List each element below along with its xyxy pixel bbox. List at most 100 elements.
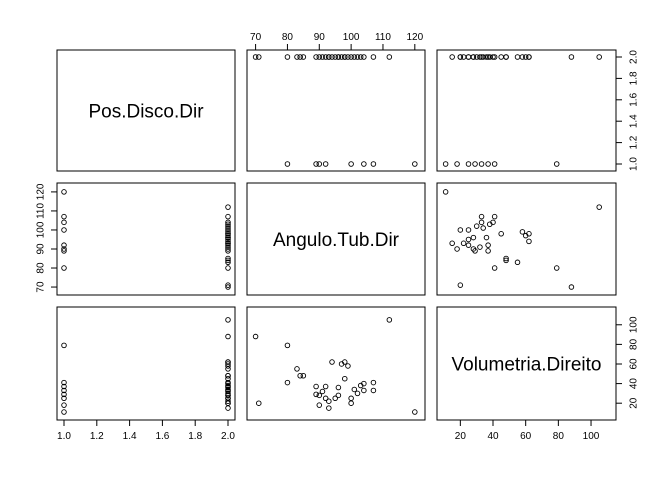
data-point (348, 54, 354, 60)
data-point (491, 161, 498, 167)
data-point (225, 227, 231, 233)
data-point (354, 390, 361, 397)
data-point (61, 227, 67, 233)
data-point (297, 54, 303, 60)
variable-label: Angulo.Tub.Dir (273, 230, 400, 251)
data-point (465, 54, 472, 60)
data-point (345, 54, 351, 60)
data-point (342, 375, 348, 382)
data-point (300, 373, 307, 379)
panel-frame (436, 49, 617, 172)
data-point (225, 382, 231, 389)
data-point (225, 238, 231, 245)
data-point (477, 244, 483, 250)
axis-right-0: 1.0 1.2 1.4 1.6 1.8 2.0 (615, 50, 640, 171)
data-point (348, 400, 354, 406)
data-point (386, 54, 393, 60)
data-point (313, 161, 319, 167)
matrix-axes: 70 80 90 100 110 120 1.0 1.2 1.4 1.6 1.8 2.0 70 80 90 1… (36, 32, 640, 442)
tick-label: 110 (375, 32, 391, 43)
tick-label: 1.0 (57, 431, 71, 442)
tick-label: 80 (282, 32, 294, 43)
data-point (61, 387, 67, 394)
data-point (252, 54, 259, 60)
data-point (332, 395, 338, 402)
panel-1-0 (56, 182, 236, 296)
data-point (470, 234, 477, 241)
data-point (335, 392, 342, 399)
data-point (225, 248, 231, 254)
data-point (61, 395, 67, 402)
data-point (361, 387, 367, 394)
panel-2-2: Volumetria.Direito (436, 306, 617, 421)
data-point (329, 54, 335, 60)
data-point (225, 265, 231, 271)
data-point (225, 257, 231, 264)
data-point (486, 221, 493, 227)
data-point (491, 213, 498, 220)
data-point (284, 342, 291, 349)
data-point (370, 54, 377, 60)
data-point (316, 54, 323, 60)
data-point (351, 386, 358, 393)
data-point (526, 231, 532, 237)
data-point (61, 402, 67, 408)
data-point (225, 223, 231, 229)
data-point (225, 400, 231, 406)
data-point (351, 54, 358, 60)
data-point (313, 391, 319, 398)
data-point (322, 395, 329, 402)
data-point (519, 229, 526, 235)
data-point (326, 54, 332, 60)
data-point (478, 219, 485, 226)
data-point (319, 54, 326, 60)
data-point (478, 54, 485, 60)
data-point (361, 161, 367, 167)
data-point (480, 225, 486, 231)
data-point (252, 333, 259, 340)
data-point (449, 54, 455, 60)
data-point (225, 361, 231, 367)
data-point (61, 189, 67, 195)
data-point (61, 265, 67, 271)
panel-frame (56, 182, 236, 296)
data-point (485, 248, 491, 254)
data-point (386, 317, 393, 323)
data-point (335, 54, 342, 60)
data-point (519, 54, 526, 60)
tick-label: 70 (250, 32, 262, 43)
data-point (225, 384, 231, 391)
data-point (370, 161, 377, 167)
tick-label: 120 (406, 32, 423, 43)
data-point (225, 282, 231, 288)
data-point (486, 54, 493, 60)
data-point (491, 265, 498, 271)
tick-label: 100 (629, 316, 640, 333)
data-point (329, 359, 335, 365)
data-point (480, 54, 486, 60)
data-point (483, 234, 490, 241)
data-point (225, 242, 231, 248)
data-point (498, 54, 504, 60)
data-point (284, 54, 291, 60)
data-point (225, 232, 231, 239)
tick-label: 1.2 (629, 135, 640, 149)
data-point (503, 54, 509, 60)
data-point (465, 236, 472, 243)
data-point (225, 246, 231, 252)
data-point (61, 246, 67, 252)
data-point (454, 161, 460, 167)
data-point (294, 366, 300, 372)
tick-label: 1.2 (90, 431, 104, 442)
axis-right-2: 20 40 60 80 100 (615, 316, 640, 409)
data-point (342, 54, 348, 60)
data-point (225, 221, 231, 227)
data-point (61, 379, 67, 386)
panel-frame (56, 306, 236, 421)
tick-label: 90 (314, 32, 326, 43)
data-point (596, 204, 602, 210)
data-point (225, 284, 231, 290)
tick-label: 40 (629, 378, 640, 390)
data-point (284, 161, 291, 167)
matrix-panels: Pos.Disco.Dir Angulo.Tub.Dir Volumetria.Di… (56, 49, 617, 421)
